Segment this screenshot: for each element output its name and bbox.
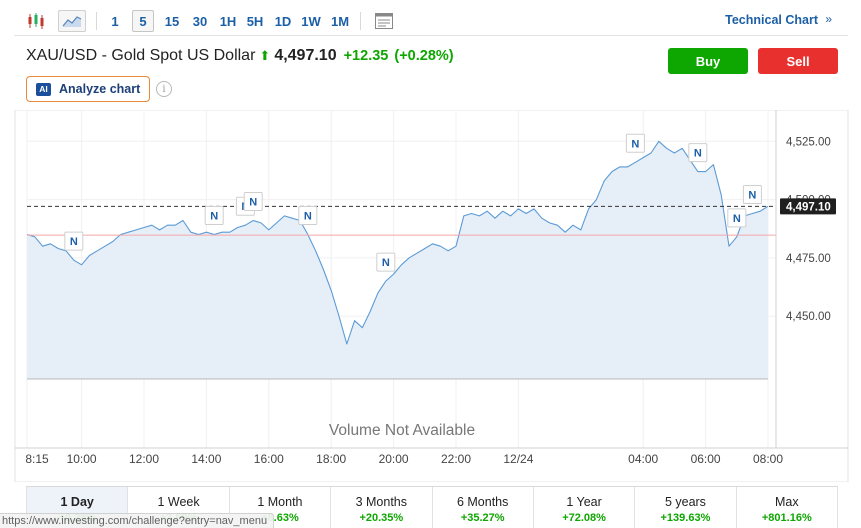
period-tab[interactable]: 6 Months +35.27% bbox=[432, 487, 534, 528]
x-tick-label: 22:00 bbox=[441, 452, 471, 466]
double-chevron-right-icon: » bbox=[825, 12, 832, 26]
news-marker-icon: N bbox=[733, 213, 741, 225]
news-marker-icon: N bbox=[210, 211, 218, 223]
candlestick-icon[interactable] bbox=[24, 10, 48, 32]
period-tab[interactable]: 3 Months +20.35% bbox=[331, 487, 433, 528]
news-marker bbox=[64, 231, 84, 251]
toolbar-divider bbox=[96, 12, 97, 30]
timeframe-button[interactable]: 1 bbox=[111, 13, 119, 29]
ai-icon: AI bbox=[36, 82, 51, 96]
period-tab[interactable]: 5 years +139.63% bbox=[635, 487, 737, 528]
period-change: +35.27% bbox=[460, 512, 505, 524]
news-marker-icon: N bbox=[249, 197, 257, 209]
last-price: 4,497.10 bbox=[274, 47, 337, 64]
x-tick-label: 04:00 bbox=[628, 452, 658, 466]
period-change: +72.08% bbox=[562, 512, 606, 524]
toolbar-divider bbox=[360, 12, 361, 30]
news-marker-icon: N bbox=[694, 148, 702, 160]
x-tick-label: 12:00 bbox=[129, 452, 159, 466]
price-change-percent: (+0.28%) bbox=[394, 48, 454, 64]
news-marker-icon: N bbox=[382, 257, 390, 269]
price-change: +12.35 bbox=[343, 48, 389, 64]
x-tick-label: 12/24 bbox=[503, 452, 533, 466]
x-tick-label: 18:00 bbox=[316, 452, 346, 466]
price-area bbox=[27, 141, 768, 379]
analyze-chart-button[interactable]: AI Analyze chart bbox=[26, 76, 150, 102]
x-tick-label: 8:15 bbox=[25, 452, 49, 466]
up-arrow-icon: ⬆ bbox=[259, 48, 271, 63]
current-price-tag-label: 4,497.10 bbox=[786, 201, 831, 213]
news-marker bbox=[688, 143, 708, 163]
news-marker-icon: N bbox=[631, 138, 639, 150]
period-label: 3 Months bbox=[355, 495, 408, 509]
timeframe-button[interactable]: 30 bbox=[192, 13, 208, 29]
x-tick-label: 20:00 bbox=[379, 452, 409, 466]
technical-chart-link[interactable]: Technical Chart bbox=[725, 13, 818, 27]
period-change: +139.63% bbox=[660, 512, 711, 524]
period-label: 1 Year bbox=[566, 495, 602, 509]
timeframe-button[interactable]: 1M bbox=[330, 13, 350, 29]
period-tab[interactable]: Max +801.16% bbox=[736, 487, 838, 528]
x-tick-label: 06:00 bbox=[691, 452, 721, 466]
quote-header: XAU/USD - Gold Spot US Dollar ⬆ 4,497.10… bbox=[26, 47, 454, 65]
timeframe-button[interactable]: 5H bbox=[246, 13, 264, 29]
period-performance-bar: 1 Day+0.28%1 Week+3.59%1 Month+8.63%3 Mo… bbox=[26, 486, 838, 528]
timeframe-button[interactable]: 1W bbox=[301, 13, 321, 29]
sell-button[interactable]: Sell bbox=[758, 48, 838, 74]
price-chart[interactable]: Investing.com4,525.004,500.004,475.004,4… bbox=[0, 110, 861, 482]
instrument-name: XAU/USD - Gold Spot US Dollar bbox=[26, 47, 256, 64]
news-marker bbox=[742, 185, 762, 205]
x-tick-label: 08:00 bbox=[753, 452, 783, 466]
period-tab[interactable]: 1 Year +72.08% bbox=[533, 487, 636, 528]
news-marker-icon: N bbox=[70, 236, 78, 248]
price-line bbox=[26, 140, 769, 345]
y-tick-label: 4,450.00 bbox=[786, 311, 831, 323]
current-price-tag bbox=[780, 198, 836, 215]
news-marker-icon: N bbox=[748, 190, 756, 202]
area-chart-icon[interactable] bbox=[58, 10, 86, 32]
y-tick-label: 4,475.00 bbox=[786, 253, 831, 265]
news-marker bbox=[298, 206, 318, 226]
buy-button[interactable]: Buy bbox=[668, 48, 748, 74]
period-label: 1 Week bbox=[157, 495, 200, 509]
period-label: 6 Months bbox=[456, 495, 509, 509]
news-marker bbox=[243, 192, 263, 212]
timeframe-button[interactable]: 1H bbox=[219, 13, 237, 29]
x-tick-label: 16:00 bbox=[254, 452, 284, 466]
news-marker-icon: N bbox=[304, 211, 312, 223]
x-tick-label: 14:00 bbox=[191, 452, 221, 466]
news-marker bbox=[376, 252, 396, 272]
x-tick-label: 10:00 bbox=[67, 452, 97, 466]
analyze-chart-label: Analyze chart bbox=[59, 82, 141, 96]
news-marker bbox=[727, 208, 747, 228]
volume-not-available: Volume Not Available bbox=[329, 422, 475, 439]
timeframe-button[interactable]: 1D bbox=[274, 13, 292, 29]
period-change: +801.16% bbox=[761, 512, 812, 524]
chart-toolbar: 1 5 15 30 1H 5H 1D 1W 1M Technical Chart » bbox=[14, 6, 848, 36]
browser-status-url: https://www.investing.com/challenge?entr… bbox=[0, 513, 275, 528]
period-label: 1 Month bbox=[257, 495, 303, 509]
indicators-icon[interactable] bbox=[372, 10, 396, 32]
news-marker bbox=[204, 206, 224, 226]
period-label: Max bbox=[775, 495, 799, 509]
news-marker bbox=[625, 133, 645, 153]
period-label: 5 years bbox=[664, 495, 706, 509]
info-icon[interactable]: i bbox=[156, 81, 172, 97]
timeframe-button[interactable]: 5 bbox=[132, 10, 154, 32]
y-tick-label: 4,525.00 bbox=[786, 136, 831, 148]
period-label: 1 Day bbox=[60, 495, 94, 509]
timeframe-button[interactable]: 15 bbox=[164, 13, 180, 29]
period-change: +20.35% bbox=[359, 512, 404, 524]
